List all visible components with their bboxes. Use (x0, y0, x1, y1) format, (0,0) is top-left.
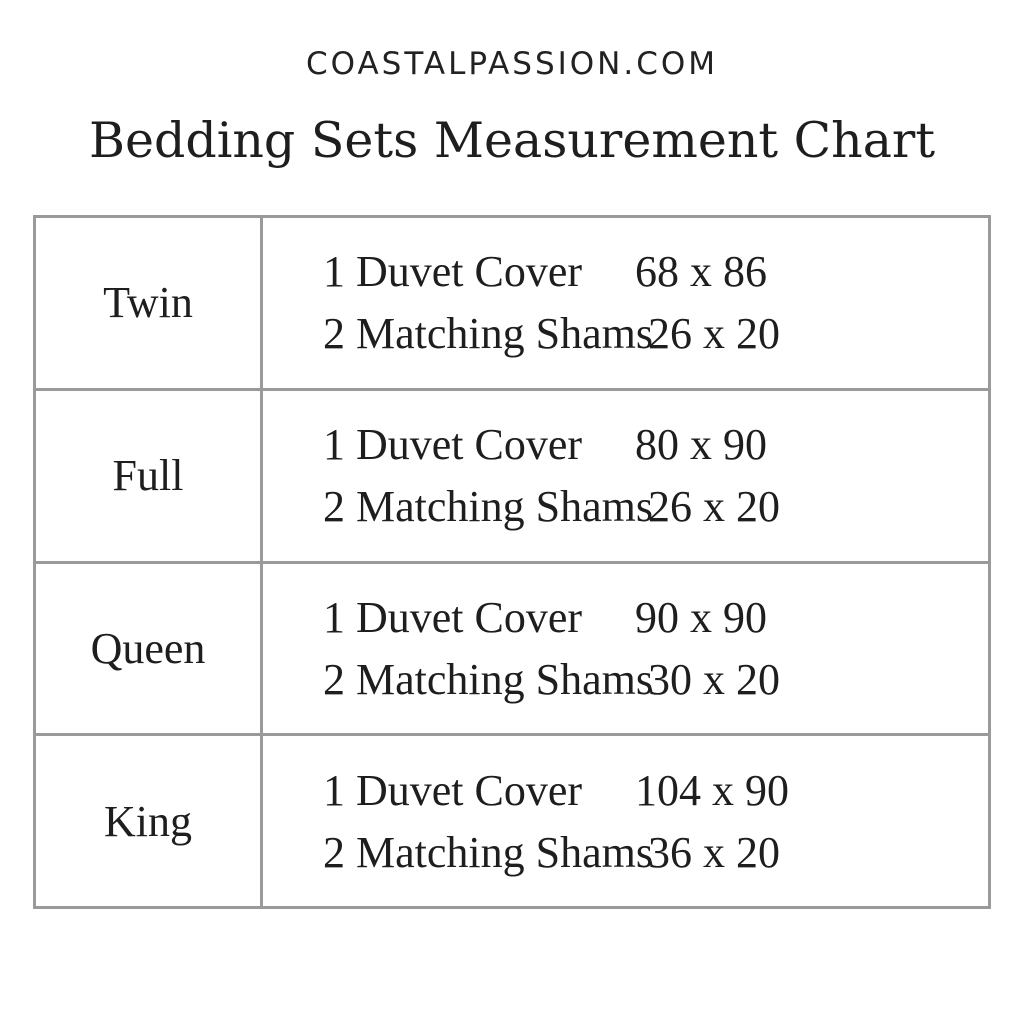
size-cell: Full (33, 387, 263, 564)
item-line: 1 Duvet Cover 104 x 90 (323, 759, 987, 821)
item-label: 1 Duvet Cover (323, 765, 583, 815)
item-label: 2 Matching Shams (323, 309, 653, 359)
items-cell: 1 Duvet Cover 80 x 90 2 Matching Shams 26 x… (260, 387, 991, 564)
item-label: 1 Duvet Cover (323, 420, 583, 470)
item-line: 1 Duvet Cover 80 x 90 (323, 414, 987, 476)
items-cell: 1 Duvet Cover 90 x 90 2 Matching Shams 30 x… (260, 560, 991, 737)
items-cell: 1 Duvet Cover 104 x 90 2 Matching Shams 36 … (260, 733, 991, 909)
measurement-table: Twin 1 Duvet Cover 68 x 86 2 Matching Shams… (33, 215, 991, 909)
site-name: COASTALPASSION.COM (305, 46, 719, 82)
items-cell: 1 Duvet Cover 68 x 86 2 Matching Shams 26 x… (260, 215, 991, 391)
item-line: 2 Matching Shams 26 x 20 (323, 476, 987, 538)
item-dimensions: 104 x 90 (635, 765, 789, 815)
item-label: 2 Matching Shams (323, 482, 653, 532)
item-label: 2 Matching Shams (323, 654, 653, 704)
size-cell: Queen (33, 560, 263, 737)
item-dimensions: 68 x 86 (635, 247, 767, 297)
item-line: 1 Duvet Cover 90 x 90 (323, 586, 987, 648)
item-label: 2 Matching Shams (323, 827, 653, 877)
item-label: 1 Duvet Cover (323, 592, 583, 642)
page-title: Bedding Sets Measurement Chart (88, 112, 936, 169)
item-line: 2 Matching Shams 30 x 20 (323, 648, 987, 710)
size-cell: Twin (33, 215, 263, 391)
item-line: 2 Matching Shams 26 x 20 (323, 303, 987, 365)
item-dimensions: 26 x 20 (648, 309, 780, 359)
item-line: 2 Matching Shams 36 x 20 (323, 821, 987, 883)
table-row: Queen 1 Duvet Cover 90 x 90 2 Matching Sham… (33, 560, 991, 737)
item-dimensions: 36 x 20 (648, 827, 780, 877)
item-dimensions: 80 x 90 (635, 420, 767, 470)
table-row: Full 1 Duvet Cover 80 x 90 2 Matching Shams… (33, 387, 991, 564)
item-dimensions: 30 x 20 (648, 654, 780, 704)
item-label: 1 Duvet Cover (323, 247, 583, 297)
item-dimensions: 26 x 20 (648, 482, 780, 532)
table-row: King 1 Duvet Cover 104 x 90 2 Matching Sham… (33, 733, 991, 909)
size-cell: King (33, 733, 263, 909)
item-line: 1 Duvet Cover 68 x 86 (323, 241, 987, 303)
item-dimensions: 90 x 90 (635, 592, 767, 642)
table-row: Twin 1 Duvet Cover 68 x 86 2 Matching Shams… (33, 215, 991, 391)
